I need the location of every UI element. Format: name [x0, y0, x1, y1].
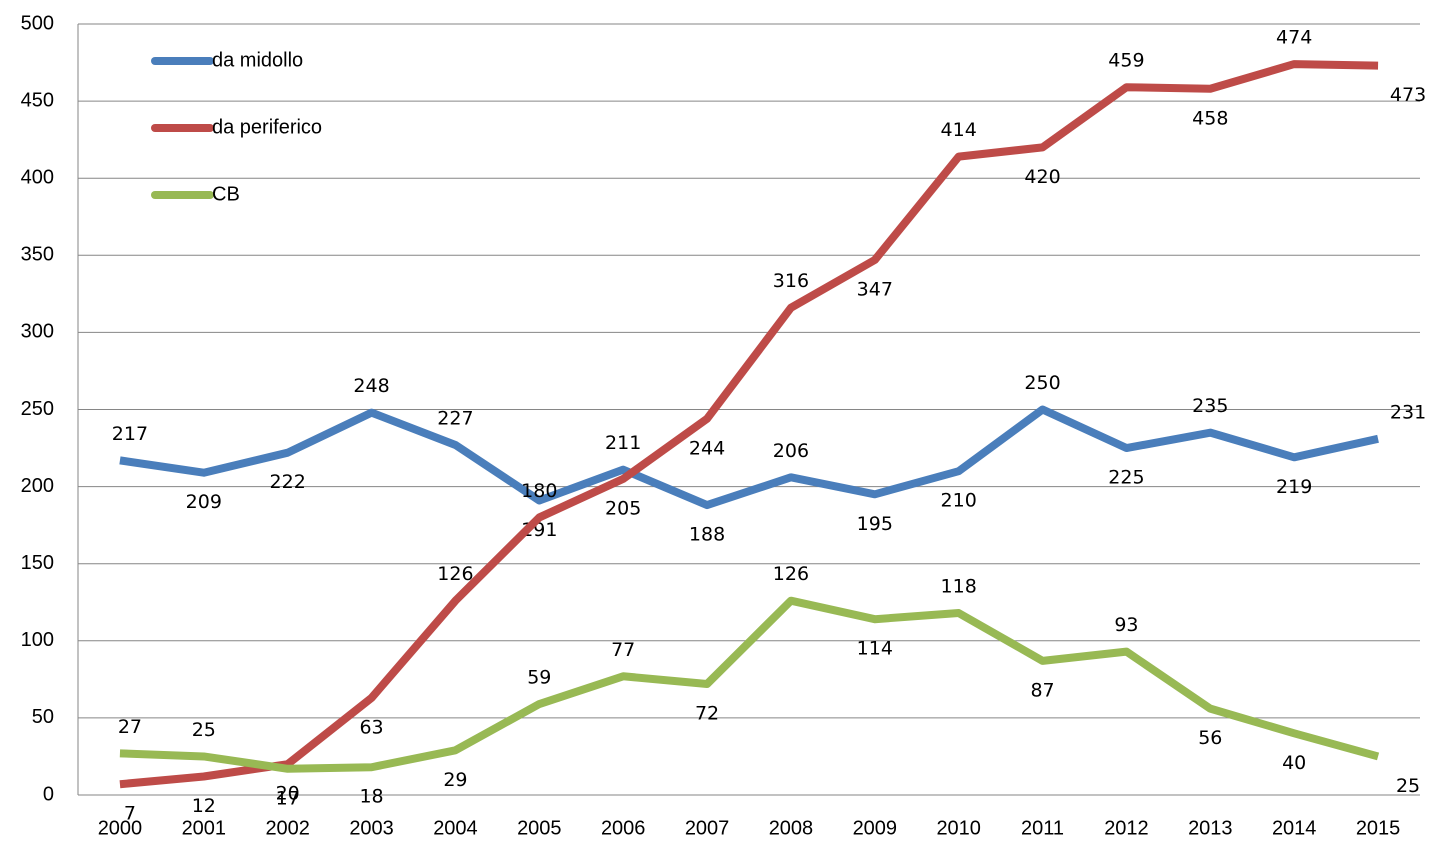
data-label: 195	[857, 513, 893, 535]
x-tick-label: 2000	[98, 817, 143, 839]
data-label: 18	[359, 786, 383, 808]
y-tick-label: 450	[21, 89, 54, 111]
x-tick-label: 2011	[1021, 817, 1064, 839]
x-tick-label: 2009	[853, 817, 898, 839]
legend-label: da midollo	[212, 49, 303, 71]
y-tick-label: 150	[21, 552, 54, 574]
data-label: 347	[857, 278, 893, 300]
data-label: 211	[605, 432, 641, 454]
x-tick-label: 2015	[1356, 817, 1401, 839]
data-label: 12	[192, 795, 216, 817]
data-label: 27	[118, 716, 142, 738]
data-label: 25	[192, 719, 216, 741]
data-label: 250	[1024, 372, 1060, 394]
x-tick-label: 2007	[685, 817, 730, 839]
data-label: 56	[1198, 727, 1222, 749]
x-tick-label: 2014	[1272, 817, 1317, 839]
data-label: 180	[521, 480, 557, 502]
data-label: 118	[941, 576, 977, 598]
data-label: 244	[689, 437, 725, 459]
data-label: 87	[1030, 679, 1054, 701]
data-label: 209	[186, 491, 222, 513]
x-tick-label: 2004	[433, 817, 478, 839]
y-tick-label: 350	[21, 244, 54, 266]
legend-label: CB	[212, 183, 240, 205]
data-label: 20	[276, 783, 300, 805]
x-tick-label: 2001	[182, 817, 227, 839]
data-label: 474	[1276, 27, 1312, 49]
y-tick-label: 250	[21, 398, 54, 420]
data-label: 63	[359, 716, 383, 738]
y-tick-label: 200	[21, 475, 54, 497]
x-tick-label: 2003	[349, 817, 394, 839]
y-tick-label: 50	[32, 706, 54, 728]
y-tick-label: 400	[21, 166, 54, 188]
series-line	[119, 60, 1379, 789]
data-label: 72	[695, 702, 719, 724]
x-tick-label: 2005	[517, 817, 562, 839]
data-label: 25	[1396, 775, 1420, 797]
data-label: 126	[773, 563, 809, 585]
data-label: 40	[1282, 752, 1306, 774]
data-label: 188	[689, 524, 725, 546]
data-label: 222	[270, 471, 306, 493]
data-label: 248	[353, 375, 389, 397]
series-line	[119, 596, 1380, 773]
x-tick-label: 2002	[265, 817, 310, 839]
x-tick-label: 2006	[601, 817, 646, 839]
data-label: 17	[276, 787, 300, 809]
data-label: 227	[437, 407, 473, 429]
data-label: 458	[1192, 107, 1228, 129]
data-label: 93	[1114, 614, 1138, 636]
data-label: 414	[941, 119, 977, 141]
data-label: 210	[941, 490, 977, 512]
data-label: 231	[1390, 401, 1426, 423]
y-tick-label: 100	[21, 629, 54, 651]
data-label: 420	[1024, 166, 1060, 188]
data-label: 29	[443, 769, 467, 791]
x-tick-label: 2008	[769, 817, 814, 839]
y-tick-label: 0	[43, 783, 54, 805]
data-label: 473	[1390, 84, 1426, 106]
data-label: 126	[437, 563, 473, 585]
data-label: 217	[112, 423, 148, 445]
x-tick-label: 2010	[936, 817, 981, 839]
x-tick-label: 2013	[1188, 817, 1233, 839]
y-tick-label: 300	[21, 321, 54, 343]
x-tick-label: 2012	[1104, 817, 1149, 839]
data-label: 7	[124, 803, 136, 825]
data-label: 205	[605, 497, 641, 519]
data-label: 225	[1108, 467, 1144, 489]
data-label: 59	[527, 667, 551, 689]
data-label: 235	[1192, 395, 1228, 417]
data-label: 316	[773, 270, 809, 292]
data-label: 219	[1276, 476, 1312, 498]
data-label: 114	[857, 638, 893, 660]
legend-label: da periferico	[212, 116, 322, 138]
y-tick-label: 500	[21, 12, 54, 34]
data-label: 77	[611, 639, 635, 661]
data-label: 206	[773, 440, 809, 462]
series-line	[119, 405, 1379, 510]
data-label: 459	[1108, 50, 1144, 72]
